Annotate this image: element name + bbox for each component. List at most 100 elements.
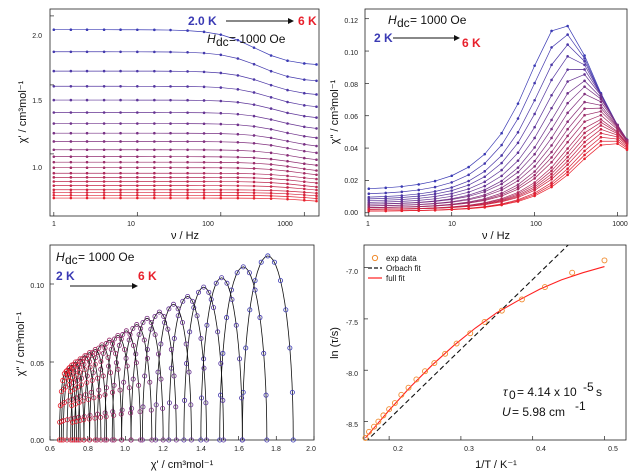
fit-curve [200,277,243,441]
data-point [136,111,139,114]
data-point [52,111,56,114]
data-point [550,46,553,49]
field-value: = 1000 Oe [78,250,135,264]
data-point [302,125,306,129]
data-point [616,128,619,131]
y-tick-label: -7.5 [346,320,358,327]
data-point [599,131,603,135]
data-point [400,194,404,197]
data-point [102,171,106,175]
data-point [90,353,96,359]
data-point [219,196,223,200]
data-point [186,140,189,143]
data-point [302,167,306,171]
data-point [69,98,73,102]
data-point [202,180,206,183]
data-point [171,336,177,342]
data-point [450,181,454,184]
data-point [102,50,106,54]
data-point [130,325,136,331]
data-point [269,163,273,166]
data-point [85,148,89,152]
data-point [286,146,289,150]
x-tick-label: 1000 [612,221,628,228]
data-point [117,387,123,393]
data-point [252,191,256,195]
data-point [201,365,207,371]
data-point [160,406,166,412]
data-point [166,437,172,443]
data-point [252,167,256,170]
data-point [217,437,223,443]
data-point [119,140,122,143]
data-point [103,414,109,420]
data-point [153,50,156,54]
data-point [252,91,256,94]
data-point [102,148,106,152]
data-point [119,184,122,187]
series-line [368,114,628,208]
data-point [219,166,223,170]
data-point [286,111,289,115]
data-point [599,110,603,113]
data-point [153,28,156,32]
data-point [66,378,72,384]
data-point [516,159,520,162]
data-point [202,140,206,143]
data-point [566,134,569,138]
data-point [179,319,185,325]
data-point [119,194,122,197]
series-line [53,197,317,202]
data-point [95,411,101,417]
data-point [124,363,130,369]
data-point [118,411,124,417]
data-point [153,196,156,200]
full-fit-line [365,266,605,439]
legend: exp data Orbach fit full fit [368,254,421,283]
data-point [136,171,139,175]
data-point [417,192,421,196]
data-point [219,180,223,183]
data-point [219,194,223,197]
data-point [69,196,73,200]
y-tick-label: 1.5 [32,98,42,105]
data-point [119,111,122,114]
data-point [104,437,110,443]
field-label: H [207,32,216,46]
data-point [119,98,122,102]
data-point [533,146,536,149]
data-point [153,176,156,179]
data-point [186,191,189,194]
series-line [368,44,628,198]
data-point [467,183,470,187]
data-point [202,196,206,200]
data-point [236,184,240,188]
data-point [85,50,89,54]
data-point [566,101,569,105]
data-point [278,278,284,284]
data-point [219,122,223,126]
axis-ticks [364,267,605,440]
data-point [85,191,89,194]
y-tick-label: 1.0 [32,165,42,172]
data-point [263,392,269,398]
data-point [169,111,172,114]
data-point [583,79,586,83]
data-point [583,100,586,104]
fit-curve [219,266,268,441]
data-point [202,155,206,159]
data-point [119,180,122,183]
data-point [375,418,382,425]
temp-start-label: 2 K [374,31,393,45]
data-point [202,171,206,175]
data-point [566,159,569,163]
temp-end-label: 6 K [298,14,317,28]
data-point [599,94,603,97]
data-point [202,122,206,126]
data-point [136,148,139,152]
data-point [108,346,114,352]
data-point [153,111,156,114]
data-point [166,306,172,312]
data-point [158,341,164,347]
data-point [516,151,520,155]
